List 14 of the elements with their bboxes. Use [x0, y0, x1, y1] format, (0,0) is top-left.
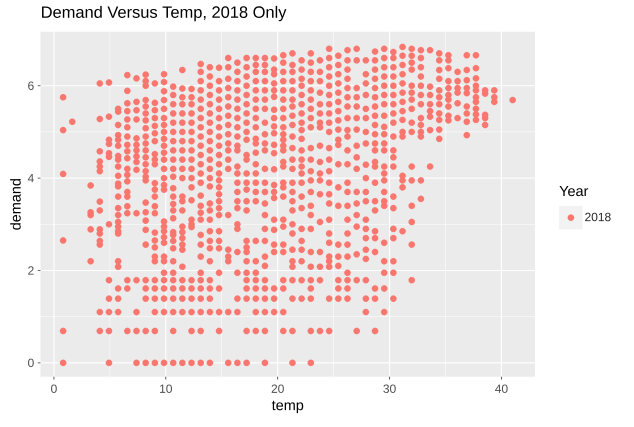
x-tick-label: 30: [383, 384, 396, 393]
x-axis-title: temp: [272, 400, 304, 414]
x-tick-label: 20: [272, 384, 284, 393]
y-tick-label: 2: [28, 266, 34, 275]
x-tick-label: 0: [51, 384, 57, 393]
chart-title: Demand Versus Temp, 2018 Only: [42, 6, 286, 22]
x-tick-label: 40: [495, 384, 508, 393]
y-tick-label: 0: [28, 358, 34, 368]
x-tick-label: 10: [160, 384, 172, 393]
y-tick-label: 4: [28, 174, 34, 182]
y-axis-title: demand: [10, 179, 21, 230]
y-tick-label: 6: [28, 82, 34, 90]
legend-label: 2018: [585, 212, 611, 222]
legend-title: Year: [559, 186, 588, 196]
